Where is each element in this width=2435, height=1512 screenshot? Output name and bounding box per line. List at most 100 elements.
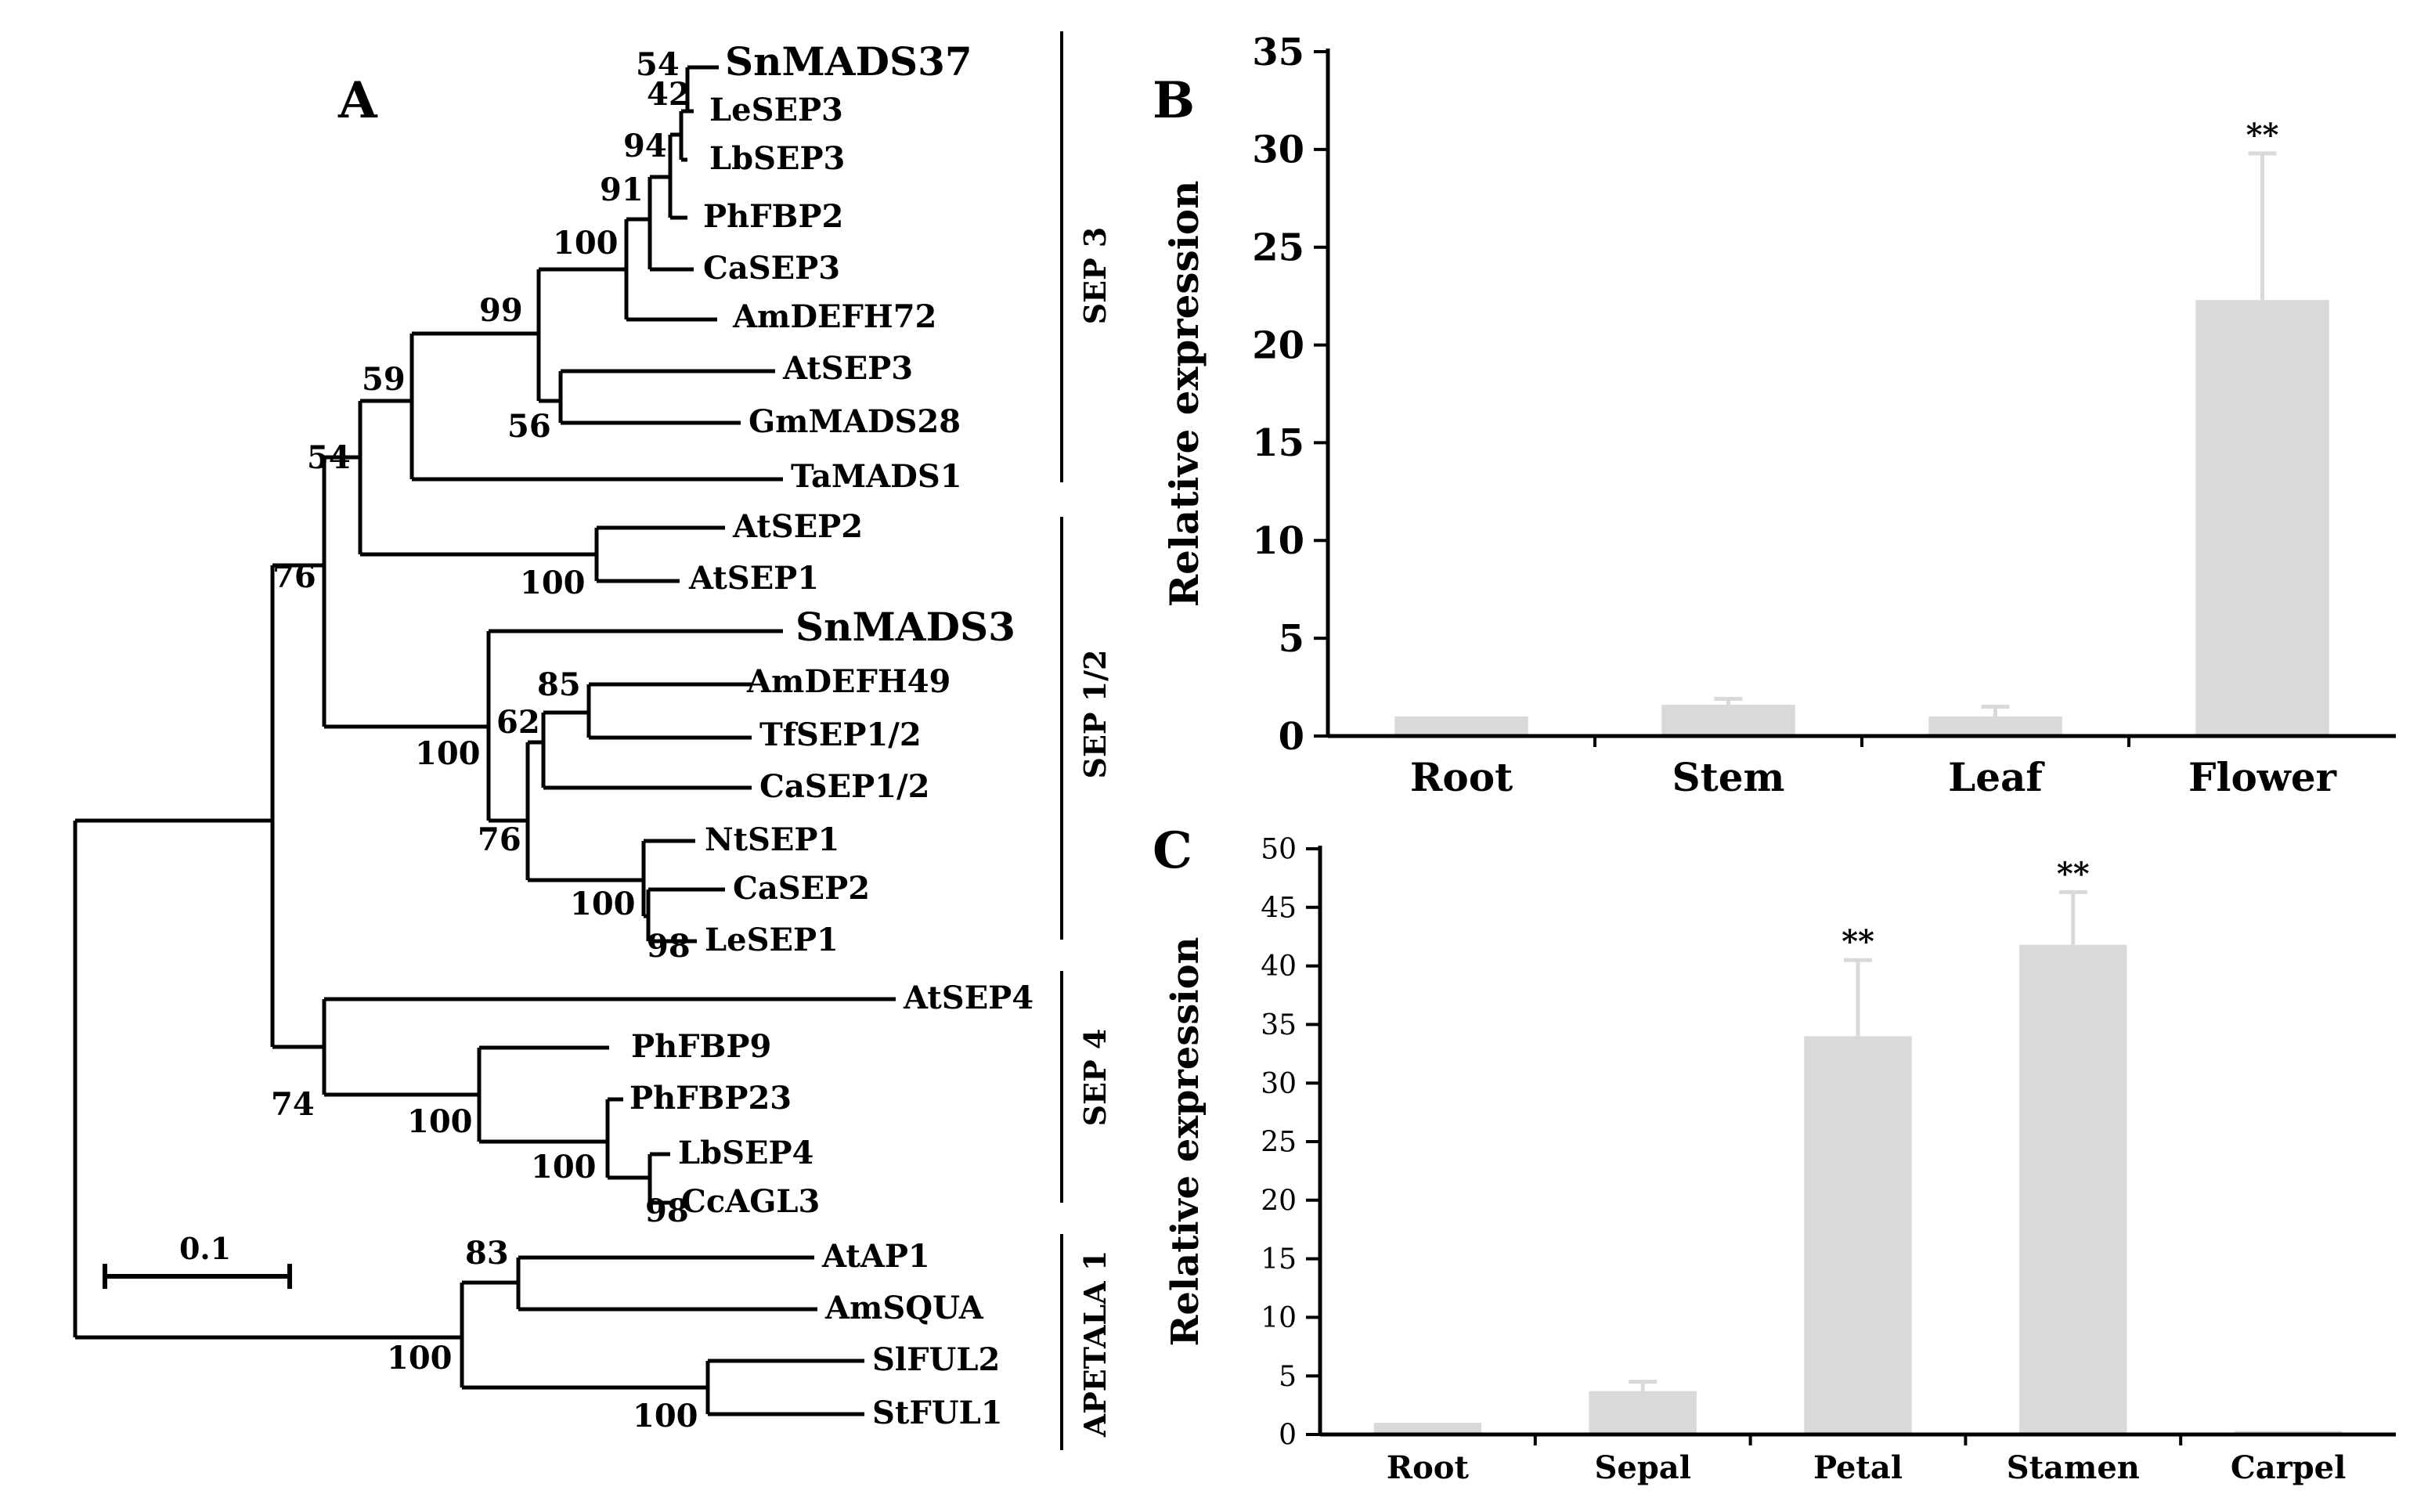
bar (1394, 716, 1528, 736)
bar (1661, 705, 1795, 736)
bootstrap-value: 100 (570, 886, 636, 922)
y-tick-label: 10 (1261, 1302, 1297, 1334)
taxon-label: AmDEFH72 (732, 298, 936, 335)
taxon-label: TaMADS1 (791, 458, 962, 495)
bootstrap-value: 74 (271, 1086, 315, 1123)
significance-marker: ** (2057, 855, 2090, 892)
x-tick-label: Stamen (2007, 1449, 2140, 1486)
y-tick-label: 25 (1252, 226, 1304, 270)
bootstrap-value: 56 (507, 408, 551, 445)
y-tick-label: 40 (1261, 951, 1297, 983)
taxon-label: CaSEP2 (733, 870, 870, 907)
bar (1928, 716, 2062, 736)
bootstrap-value: 54 (636, 46, 680, 83)
bootstrap-value: 76 (478, 821, 521, 858)
y-tick-label: 35 (1261, 1009, 1297, 1041)
significance-marker: ** (1842, 923, 1874, 960)
taxon-label: GmMADS28 (749, 403, 961, 440)
taxon-labels: SnMADS37 LeSEP3 LbSEP3 PhFBP2 CaSEP3 AmD… (629, 38, 1034, 1431)
panel-label-b: B (1153, 71, 1195, 130)
bootstrap-value: 94 (623, 128, 667, 164)
bootstrap-value: 99 (479, 292, 523, 329)
taxon-label: LeSEP1 (705, 922, 839, 958)
bootstrap-value: 62 (496, 704, 540, 741)
clade-labels: SEP 3 SEP 1/2 SEP 4 APETALA 1 (1077, 227, 1113, 1438)
x-tick-label: Stem (1672, 754, 1785, 800)
chart-c: Root Sepal ** Petal ** Stamen Carpel 0 5 10 15 20 25… (1163, 834, 2396, 1486)
bootstrap-value: 100 (415, 735, 481, 772)
bootstrap-value: 83 (465, 1235, 509, 1272)
bootstrap-value: 100 (520, 565, 586, 601)
bootstrap-value: 100 (531, 1149, 597, 1185)
bar (1804, 1036, 1912, 1434)
y-tick-label: 45 (1261, 892, 1297, 924)
y-axis-label: Relative expression (1161, 181, 1207, 608)
clade-label: APETALA 1 (1077, 1250, 1113, 1438)
taxon-label: CaSEP3 (703, 250, 840, 287)
bootstrap-value: 54 (307, 439, 351, 476)
y-tick-label: 50 (1261, 834, 1297, 866)
taxon-label: LbSEP4 (678, 1135, 813, 1171)
y-tick-label: 10 (1252, 519, 1304, 563)
taxon-label: PhFBP9 (631, 1028, 771, 1065)
taxon-label: AtAP1 (821, 1238, 930, 1275)
taxon-label: StFUL1 (872, 1395, 1003, 1431)
y-tick-label: 5 (1279, 617, 1304, 661)
clade-label: SEP 3 (1077, 227, 1113, 325)
taxon-label: LeSEP3 (709, 92, 843, 128)
y-tick-label: 30 (1252, 128, 1304, 172)
taxon-label: PhFBP2 (703, 198, 843, 235)
y-tick-label: 0 (1279, 1420, 1297, 1452)
panel-label-a: A (337, 71, 378, 130)
x-tick-label: Carpel (2231, 1449, 2346, 1486)
scale-bar (103, 1264, 292, 1289)
taxon-label: SnMADS3 (795, 604, 1015, 650)
x-tick-label: Flower (2188, 754, 2337, 800)
y-tick-label: 15 (1261, 1243, 1297, 1276)
taxon-label: AtSEP4 (903, 980, 1034, 1016)
bootstrap-values: 54 42 94 91 100 99 56 59 54 100 76 85 62… (271, 46, 698, 1434)
y-axis-label: Relative expression (1163, 936, 1207, 1346)
bootstrap-value: 100 (633, 1398, 698, 1434)
bootstrap-value: 76 (272, 558, 316, 595)
y-tick-label: 20 (1252, 323, 1304, 367)
phylogenetic-tree (73, 65, 896, 1416)
bar (1589, 1391, 1697, 1434)
significance-marker: ** (2246, 117, 2279, 153)
clade-label: SEP 4 (1077, 1029, 1113, 1127)
taxon-label: CaSEP1/2 (759, 768, 929, 805)
bar (2195, 300, 2329, 736)
bar (1373, 1423, 1482, 1434)
taxon-label: SlFUL2 (872, 1341, 1000, 1378)
y-tick-label: 25 (1261, 1127, 1297, 1159)
y-tick-label: 30 (1261, 1068, 1297, 1100)
taxon-label: AmSQUA (824, 1290, 984, 1326)
taxon-label: AmDEFH49 (746, 663, 951, 700)
x-tick-label: Sepal (1594, 1449, 1690, 1486)
taxon-label: LbSEP3 (709, 140, 845, 177)
y-tick-label: 15 (1252, 421, 1304, 465)
x-tick-label: Petal (1813, 1449, 1903, 1486)
panel-label-c: C (1153, 821, 1192, 880)
bootstrap-value: 98 (647, 928, 691, 965)
scale-bar-label: 0.1 (179, 1231, 231, 1266)
y-tick-label: 35 (1252, 31, 1304, 74)
taxon-label: CcAGL3 (681, 1183, 820, 1220)
bootstrap-value: 100 (387, 1340, 453, 1377)
bootstrap-value: 100 (553, 225, 619, 262)
taxon-label: NtSEP1 (705, 821, 839, 858)
bootstrap-value: 85 (537, 666, 581, 703)
taxon-label: AtSEP2 (732, 508, 863, 545)
bootstrap-value: 59 (362, 361, 406, 398)
x-tick-label: Root (1387, 1449, 1470, 1486)
y-tick-label: 0 (1279, 715, 1304, 759)
taxon-label: AtSEP1 (688, 560, 819, 597)
taxon-label: SnMADS37 (725, 38, 972, 85)
taxon-label: AtSEP3 (782, 350, 913, 387)
clade-label: SEP 1/2 (1077, 650, 1113, 779)
bootstrap-value: 42 (647, 76, 691, 113)
taxon-label: PhFBP23 (629, 1080, 792, 1117)
bootstrap-value: 98 (645, 1193, 689, 1229)
y-tick-label: 5 (1279, 1361, 1297, 1393)
